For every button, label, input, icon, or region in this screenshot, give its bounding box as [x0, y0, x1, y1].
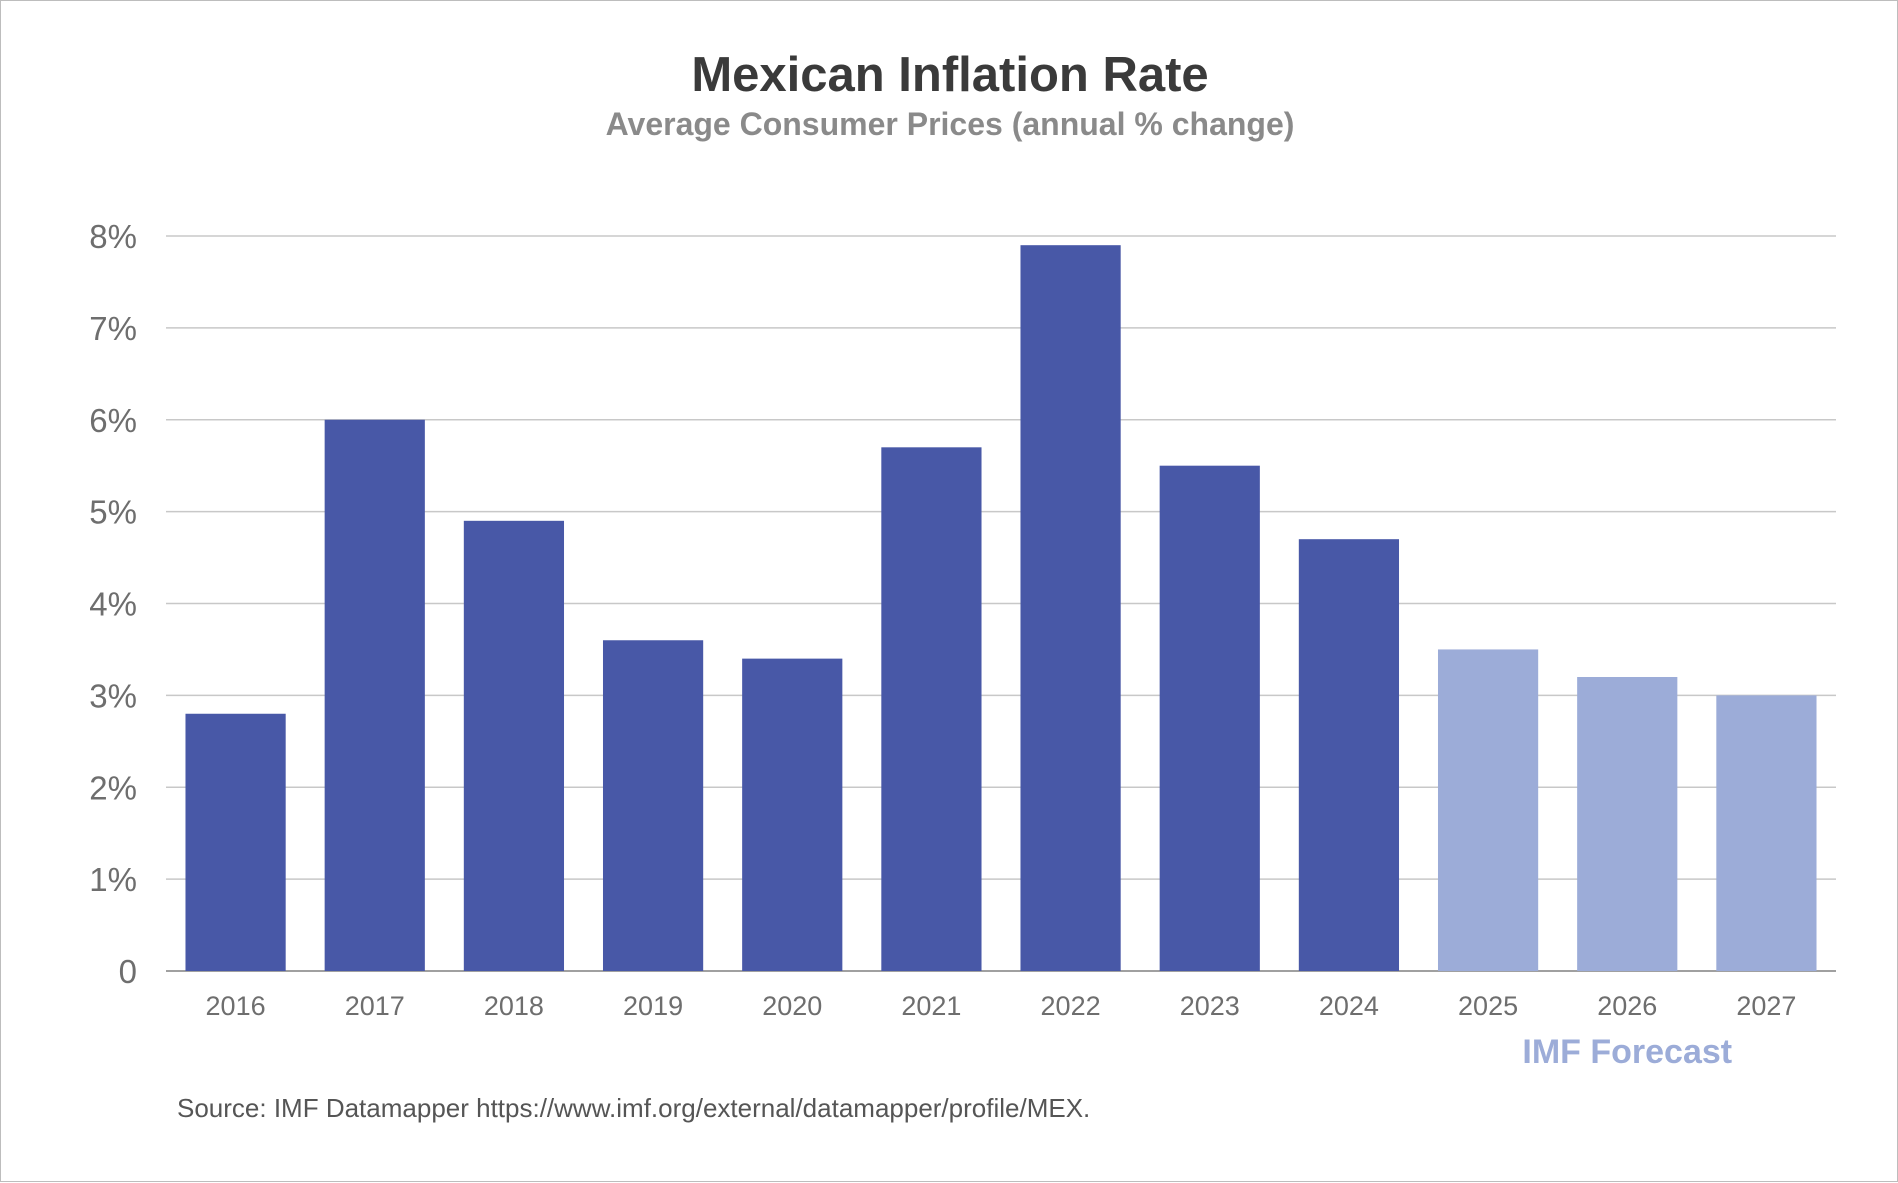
x-tick-label: 2025	[1458, 991, 1518, 1021]
x-tick-label: 2024	[1319, 991, 1379, 1021]
bar-2025	[1437, 649, 1539, 971]
y-tick-label: 4%	[89, 586, 137, 623]
bar-2016	[185, 713, 286, 971]
y-tick-label: 3%	[89, 677, 137, 714]
bar-2019	[602, 640, 704, 971]
x-tick-label: 2019	[623, 991, 683, 1021]
x-tick-label: 2027	[1736, 991, 1796, 1021]
x-tick-label: 2026	[1597, 991, 1657, 1021]
x-tick-label: 2016	[206, 991, 266, 1021]
x-tick-label: 2022	[1041, 991, 1101, 1021]
chart-title: Mexican Inflation Rate	[691, 48, 1208, 102]
x-tick-label: 2021	[901, 991, 961, 1021]
source-note: Source: IMF Datamapper https://www.imf.o…	[177, 1093, 1090, 1123]
bars	[185, 245, 1817, 971]
x-axis-ticks: 2016 2017 2018 2019 2020 2021 2022 2023 2024 2025…	[206, 991, 1797, 1021]
bar-2021	[881, 447, 982, 971]
x-tick-label: 2023	[1180, 991, 1240, 1021]
bar-2017	[324, 419, 425, 971]
bar-2026	[1577, 677, 1678, 971]
x-tick-label: 2018	[484, 991, 544, 1021]
x-tick-label: 2017	[345, 991, 405, 1021]
bar-2027	[1716, 695, 1817, 971]
bar-2023	[1159, 465, 1260, 971]
y-tick-label: 2%	[89, 769, 137, 806]
y-tick-label: 7%	[89, 310, 137, 347]
y-axis-ticks: 0 1% 2% 3% 4% 5% 6% 7% 8%	[89, 218, 137, 990]
y-tick-label: 0	[119, 953, 137, 990]
chart-subtitle: Average Consumer Prices (annual % change…	[606, 106, 1295, 142]
x-tick-label: 2020	[762, 991, 822, 1021]
bar-2022	[1020, 245, 1121, 971]
bar-2024	[1298, 539, 1400, 971]
bar-2018	[463, 520, 565, 971]
y-tick-label: 8%	[89, 218, 137, 255]
grid-lines	[166, 235, 1836, 972]
y-tick-label: 5%	[89, 494, 137, 531]
y-tick-label: 6%	[89, 402, 137, 439]
y-tick-label: 1%	[89, 861, 137, 898]
bar-2020	[742, 658, 843, 971]
forecast-annotation: IMF Forecast	[1522, 1033, 1732, 1071]
